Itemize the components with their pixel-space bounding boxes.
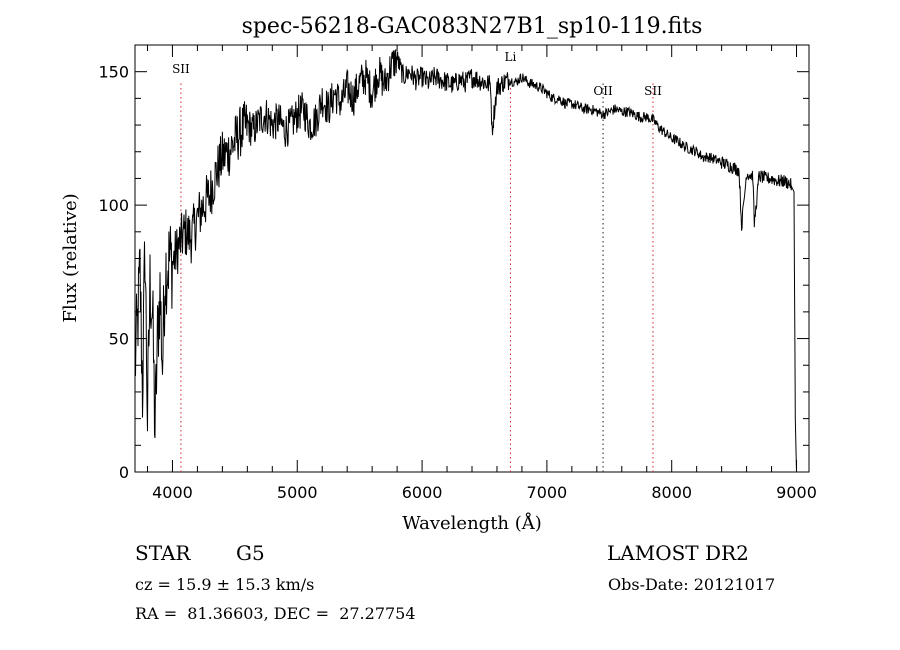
spectral-line-label: SII [644, 84, 662, 98]
spectrum-line [134, 49, 797, 473]
spectrum-series [134, 49, 797, 473]
spectral-line-label: SII [172, 62, 190, 76]
spectral-line-markers: SII Li OII SII [172, 50, 662, 472]
y-axis-label: Flux (relative) [60, 193, 81, 322]
object-type: STAR [135, 541, 191, 565]
x-tick-label: 8000 [651, 483, 692, 502]
x-axis-ticks: 4000 5000 6000 7000 8000 9000 [146, 45, 817, 502]
x-tick-label: 5000 [277, 483, 318, 502]
y-tick-label: 50 [109, 330, 129, 349]
observation-date: Obs-Date: 20121017 [608, 575, 776, 594]
x-tick-label: 7000 [527, 483, 568, 502]
plot-area: SII Li OII SII 4000 5000 6000 7000 8000 9000 0 50… [98, 44, 817, 502]
y-tick-label: 0 [119, 463, 129, 482]
x-tick-label: 6000 [402, 483, 443, 502]
ra-dec-coordinates: RA = 81.36603, DEC = 27.27754 [135, 604, 416, 623]
x-axis-label: Wavelength (Å) [402, 512, 542, 534]
plot-frame [134, 44, 810, 473]
redshift-cz: cz = 15.9 ± 15.3 km/s [135, 575, 315, 594]
chart-title: spec-56218-GAC083N27B1_sp10-119.fits [242, 14, 703, 39]
x-tick-label: 4000 [152, 483, 193, 502]
x-tick-label: 9000 [776, 483, 817, 502]
y-axis-ticks: 0 50 100 150 [98, 63, 809, 482]
y-tick-label: 100 [98, 196, 129, 215]
survey-name: LAMOST DR2 [607, 541, 749, 565]
object-subclass: G5 [236, 541, 265, 565]
y-tick-label: 150 [98, 63, 129, 82]
spectral-line-label: OII [593, 84, 613, 98]
spectral-line-label: Li [505, 50, 517, 64]
